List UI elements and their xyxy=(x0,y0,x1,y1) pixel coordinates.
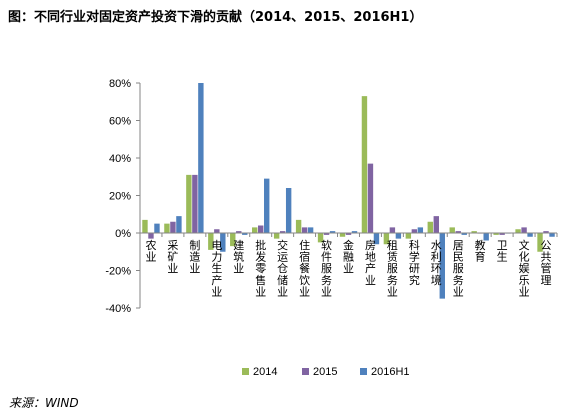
bar-2014-9 xyxy=(339,233,346,237)
bar-2014-6 xyxy=(273,233,280,239)
y-tick-label: 80% xyxy=(109,78,131,90)
axes-layer: -40% -20% 0% 20% 40% 60% 80% 农业采矿业制造业电力生产业建筑业批发… xyxy=(105,78,558,315)
bar-2015-3 xyxy=(214,229,220,233)
bar-2016H1-12 xyxy=(417,227,424,234)
x-category-label: 公共管理 xyxy=(541,239,552,287)
legend: 2014 2015 2016H1 xyxy=(242,366,410,378)
bar-2015-5 xyxy=(258,225,264,233)
bar-2015-12 xyxy=(411,229,418,233)
bar-2015-8 xyxy=(323,233,330,235)
bar-2015-2 xyxy=(192,174,198,234)
x-category-label: 建筑业 xyxy=(233,238,244,275)
bar-2014-2 xyxy=(186,174,192,234)
x-category-label: 采矿业 xyxy=(167,239,178,275)
bar-2016H1-4 xyxy=(242,233,248,235)
legend-swatch-2014 xyxy=(242,368,249,375)
x-category-label: 文化娱乐业 xyxy=(519,238,530,298)
bar-2015-14 xyxy=(455,231,461,234)
bar-2016H1-9 xyxy=(351,231,358,234)
bar-2015-6 xyxy=(279,231,286,234)
bar-2015-16 xyxy=(499,233,505,235)
x-category-label: 房地产业 xyxy=(365,239,376,287)
y-tick-label: -20% xyxy=(105,266,131,278)
x-category-label: 租赁服务业 xyxy=(387,239,398,298)
bar-2016H1-5 xyxy=(264,178,270,234)
bar-2016H1-8 xyxy=(329,231,336,234)
bar-2016H1-0 xyxy=(154,223,160,234)
y-tick-label: 60% xyxy=(109,116,131,128)
bar-2016H1-17 xyxy=(527,233,533,237)
x-category-label: 批发零售业 xyxy=(255,238,266,298)
legend-label-2014: 2014 xyxy=(253,366,277,378)
legend-swatch-2015 xyxy=(302,368,309,375)
bar-2016H1-18 xyxy=(549,233,555,237)
bar-2016H1-3 xyxy=(220,233,226,252)
bar-2015-11 xyxy=(389,227,396,234)
x-category-label: 住宿餐饮业 xyxy=(299,238,310,298)
bar-2014-7 xyxy=(295,219,302,234)
y-tick-label: 0% xyxy=(115,228,131,240)
chart-title: 图：不同行业对固定资产投资下滑的贡献（2014、2015、2016H1） xyxy=(8,10,423,25)
bar-2016H1-13 xyxy=(439,233,445,299)
x-category-label: 制造业 xyxy=(189,239,200,275)
bar-2014-10 xyxy=(361,96,368,234)
x-category-label: 科学研究 xyxy=(409,238,420,287)
bar-2016H1-6 xyxy=(285,188,292,233)
bar-2014-15 xyxy=(471,231,477,234)
x-category-label: 居民服务业 xyxy=(453,239,464,298)
legend-label-2016H1: 2016H1 xyxy=(371,366,410,378)
bar-2014-18 xyxy=(537,233,543,252)
source-note: 来源：WIND xyxy=(9,396,79,410)
bar-2016H1-14 xyxy=(461,233,467,235)
bar-2015-7 xyxy=(301,227,308,234)
bar-2015-18 xyxy=(543,231,549,234)
legend-label-2015: 2015 xyxy=(313,366,337,378)
y-tick-label: 20% xyxy=(109,191,131,203)
x-category-label: 卫生 xyxy=(497,239,508,264)
bar-2014-4 xyxy=(230,233,236,247)
bar-2014-16 xyxy=(493,233,499,235)
x-category-label: 水利环境 xyxy=(431,239,442,287)
x-category-label: 教育 xyxy=(475,239,486,264)
x-category-label: 交运仓储业 xyxy=(277,238,288,298)
bar-2014-13 xyxy=(427,221,433,233)
bar-2014-14 xyxy=(449,227,455,234)
bar-2014-5 xyxy=(252,227,258,234)
bar-2014-1 xyxy=(164,223,170,234)
bar-2016H1-2 xyxy=(198,83,204,233)
bar-2015-9 xyxy=(345,233,352,235)
bar-2015-13 xyxy=(433,216,439,234)
x-category-label: 软件服务业 xyxy=(321,238,332,298)
x-category-label: 农业 xyxy=(145,238,156,264)
bar-2016H1-1 xyxy=(176,216,182,234)
bar-2014-3 xyxy=(208,233,214,250)
y-tick-label: -40% xyxy=(105,303,131,315)
bars-layer xyxy=(142,83,555,299)
bar-2014-11 xyxy=(383,233,390,245)
bar-2016H1-11 xyxy=(395,233,402,239)
x-category-label: 金融业 xyxy=(343,238,354,275)
x-category-label: 电力生产业 xyxy=(211,239,222,298)
bar-2014-17 xyxy=(515,229,521,233)
bar-2015-10 xyxy=(367,163,374,234)
bar-2014-0 xyxy=(142,219,148,234)
bar-2016H1-10 xyxy=(373,233,380,245)
bar-2014-8 xyxy=(317,233,324,243)
bar-2014-12 xyxy=(405,233,412,239)
bar-2016H1-7 xyxy=(307,227,314,234)
bar-2015-4 xyxy=(236,231,242,234)
bar-2015-17 xyxy=(521,227,527,234)
bar-2016H1-15 xyxy=(483,233,489,241)
legend-swatch-2016H1 xyxy=(360,368,367,375)
bar-2015-1 xyxy=(170,221,176,233)
y-tick-label: 40% xyxy=(109,153,131,165)
bar-2015-0 xyxy=(148,233,154,239)
